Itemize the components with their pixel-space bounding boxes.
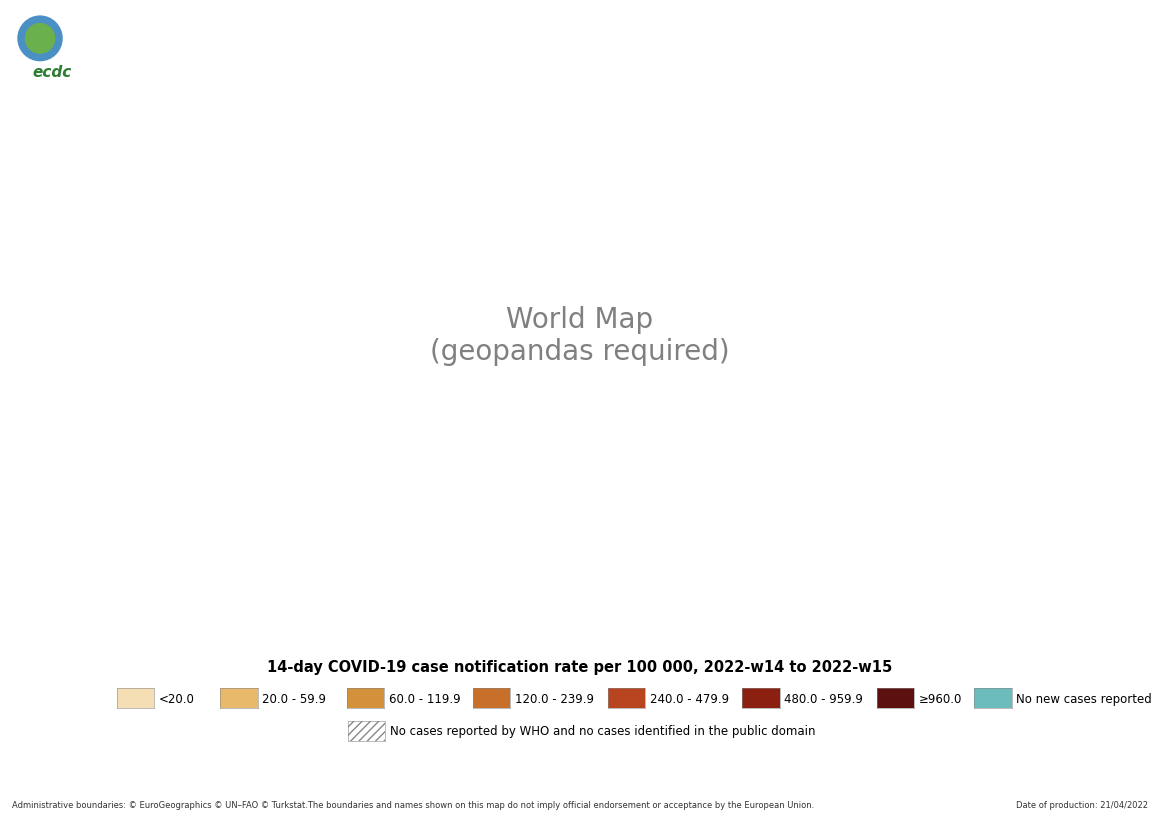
Text: <20.0: <20.0 (159, 692, 195, 704)
Circle shape (26, 25, 55, 54)
Text: 480.0 - 959.9: 480.0 - 959.9 (784, 692, 863, 704)
Text: 120.0 - 239.9: 120.0 - 239.9 (515, 692, 594, 704)
Text: 240.0 - 479.9: 240.0 - 479.9 (650, 692, 728, 704)
Text: No cases reported by WHO and no cases identified in the public domain: No cases reported by WHO and no cases id… (390, 725, 815, 737)
Text: World Map
(geopandas required): World Map (geopandas required) (430, 305, 730, 366)
Text: 60.0 - 119.9: 60.0 - 119.9 (389, 692, 461, 704)
Circle shape (17, 16, 63, 62)
Text: ecdc: ecdc (32, 65, 72, 79)
Text: No new cases reported: No new cases reported (1016, 692, 1152, 704)
Text: ≥960.0: ≥960.0 (919, 692, 962, 704)
Text: Date of production: 21/04/2022: Date of production: 21/04/2022 (1016, 800, 1148, 809)
Text: 14-day COVID-19 case notification rate per 100 000, 2022-w14 to 2022-w15: 14-day COVID-19 case notification rate p… (267, 659, 893, 674)
Text: Administrative boundaries: © EuroGeographics © UN–FAO © Turkstat.The boundaries : Administrative boundaries: © EuroGeograp… (12, 800, 814, 809)
Text: 20.0 - 59.9: 20.0 - 59.9 (262, 692, 326, 704)
